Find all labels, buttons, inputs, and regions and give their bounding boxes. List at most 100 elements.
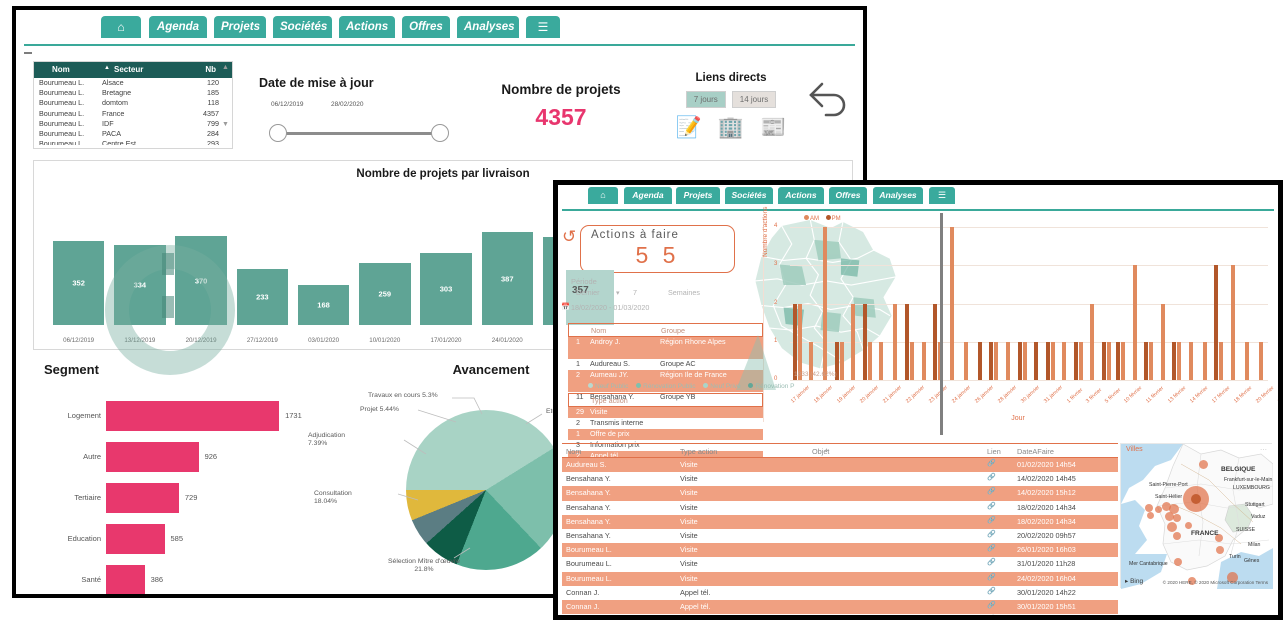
buildings-icon[interactable]: 🏢 [717,116,745,139]
bar-group[interactable] [818,227,832,380]
bar-group[interactable] [1113,227,1127,380]
secteur-table[interactable]: Nom Secteur Nb ▲ Bourumeau L. Alsace 120 B… [33,61,233,149]
map-bubble[interactable] [1145,504,1153,512]
link-icon[interactable]: 🔗 [987,516,996,524]
bar-group[interactable] [1212,227,1226,380]
table-row[interactable]: Bensahana Y. Visite 🔗 20/02/2020 09h57 [562,529,1118,543]
segment-row[interactable]: Tertiaire 729 [44,481,334,514]
bar-pm[interactable] [1073,341,1078,380]
bar-group[interactable] [832,227,846,380]
column-header-nom[interactable]: Nom [591,326,607,335]
bar-am[interactable] [910,341,915,380]
bar-group[interactable] [903,227,917,380]
bar-am[interactable] [1202,341,1207,380]
bar-am[interactable] [879,341,884,380]
bar-pm[interactable] [1115,341,1120,380]
bar-group[interactable] [1099,227,1113,380]
tab-offres[interactable]: Offres [402,16,450,38]
bar-group[interactable] [945,227,959,380]
filter-14-days-button[interactable]: 14 jours [731,91,777,108]
map-bubble[interactable] [1155,506,1162,513]
segment-bar[interactable] [106,564,145,594]
table-row[interactable]: Bourumeau L. Centre Est 293 [34,139,232,145]
bar-group[interactable] [1240,227,1254,380]
table-row[interactable]: Connan J. Appel tél. 🔗 30/01/2020 15h51 [562,599,1118,615]
table-row[interactable]: Bensahana Y. Visite 🔗 18/02/2020 14h34 [562,514,1118,529]
table-row[interactable]: Bensahana Y. Visite 🔗 18/02/2020 14h34 [562,501,1118,515]
bar-am[interactable] [1062,341,1067,380]
column-header-lien[interactable]: Lien [987,447,1001,456]
table-scrollbar[interactable]: ▲ ▼ [222,64,230,146]
map-bubble[interactable] [1199,460,1208,469]
bar-group[interactable] [1198,227,1212,380]
bar[interactable]: 259 [359,263,411,325]
bar-group[interactable] [804,227,818,380]
bar-pm[interactable] [977,341,982,380]
tab-societes[interactable]: Sociétés [725,187,773,204]
periode-unit[interactable]: Semaines [668,288,700,297]
bar-am[interactable] [839,341,844,380]
undo-button[interactable] [806,78,852,122]
bar-am[interactable] [797,303,802,380]
bar-am[interactable] [851,303,856,380]
bar-group[interactable] [1156,227,1170,380]
bar-column[interactable]: 168 [293,191,354,325]
link-icon[interactable]: 🔗 [987,573,996,581]
table-row[interactable]: Bourumeau L. Alsace 120 [34,78,232,88]
table-row[interactable]: 1 Offre de prix [568,429,763,440]
type-action-table[interactable]: Type action 29 Visite 2 Transmis interne 1 Of… [568,393,763,462]
bar-am[interactable] [1177,341,1182,380]
bar-group[interactable] [973,227,987,380]
map-bubble[interactable] [1174,558,1182,566]
bar-column[interactable]: 259 [354,191,415,325]
bar[interactable]: 233 [236,269,289,325]
table-row[interactable]: 11 Bensahana Y. Groupe YB [568,392,763,403]
bar-group[interactable] [1184,227,1198,380]
bar-pm[interactable] [933,303,938,380]
map-bubble[interactable] [1215,534,1223,542]
groupe-table[interactable]: Nom Groupe 1 Androy J. Région Rhone Alpes 1… [568,323,763,403]
bar-am[interactable] [1149,341,1154,380]
bar-group[interactable] [1128,227,1142,380]
bar-am[interactable] [1188,341,1193,380]
bar-group[interactable] [1226,227,1240,380]
bar-group[interactable] [1043,227,1057,380]
table-row[interactable]: 3 Information prix [568,440,763,451]
map-bubble[interactable] [1162,502,1171,511]
tab-home[interactable]: ⌂ [588,187,618,204]
bar-pm[interactable] [1172,341,1177,380]
bar-pm[interactable] [1034,341,1039,380]
bar-group[interactable] [888,227,902,380]
table-row[interactable]: Bourumeau L. domtom 118 [34,98,232,108]
bar[interactable]: 168 [297,284,350,325]
bar[interactable]: 303 [420,252,472,325]
bar-pm[interactable] [1144,341,1149,380]
bar-pm[interactable] [1101,341,1106,380]
map-bubble[interactable] [1173,532,1181,540]
periode-quantity[interactable]: 7 [633,288,637,297]
bar-group[interactable] [790,227,804,380]
undo-button-secondary[interactable]: ↺ [562,227,577,246]
map-bubble[interactable] [1165,512,1174,521]
chart-avancement[interactable]: Avancement Etudes 41.15%Sélection Mître … [308,362,636,594]
bar-am[interactable] [809,341,814,380]
map-bubble[interactable] [1169,504,1179,514]
table-row[interactable]: 1 Androy J. Région Rhone Alpes [568,337,763,359]
more-options-icon[interactable]: ⋯ [1260,447,1267,454]
bar-group[interactable] [1029,227,1043,380]
actions-table[interactable]: Nom Type action Objet Lien DateAFaire ▲ … [562,443,1118,620]
link-icon[interactable]: 🔗 [987,616,996,620]
segment-bar[interactable] [106,482,179,513]
date-filter-slicer[interactable]: Date de mise à jour 06/12/2019 28/02/202… [259,76,459,142]
chevron-down-icon[interactable]: ▾ [616,288,620,297]
clipboard-pencil-icon[interactable]: 📝 [675,116,702,139]
table-row[interactable]: Bourumeau L. PACA 284 [34,129,232,139]
column-header-objet[interactable]: Objet [812,447,830,456]
tab-projets[interactable]: Projets [214,16,266,38]
bar[interactable]: 334 [114,245,166,325]
link-icon[interactable]: 🔗 [987,460,996,467]
bar-am[interactable] [1050,341,1055,380]
tab-agenda[interactable]: Agenda [149,16,207,38]
segment-row[interactable]: Santé 386 [44,563,334,594]
bar-column[interactable]: 233 [232,191,293,325]
